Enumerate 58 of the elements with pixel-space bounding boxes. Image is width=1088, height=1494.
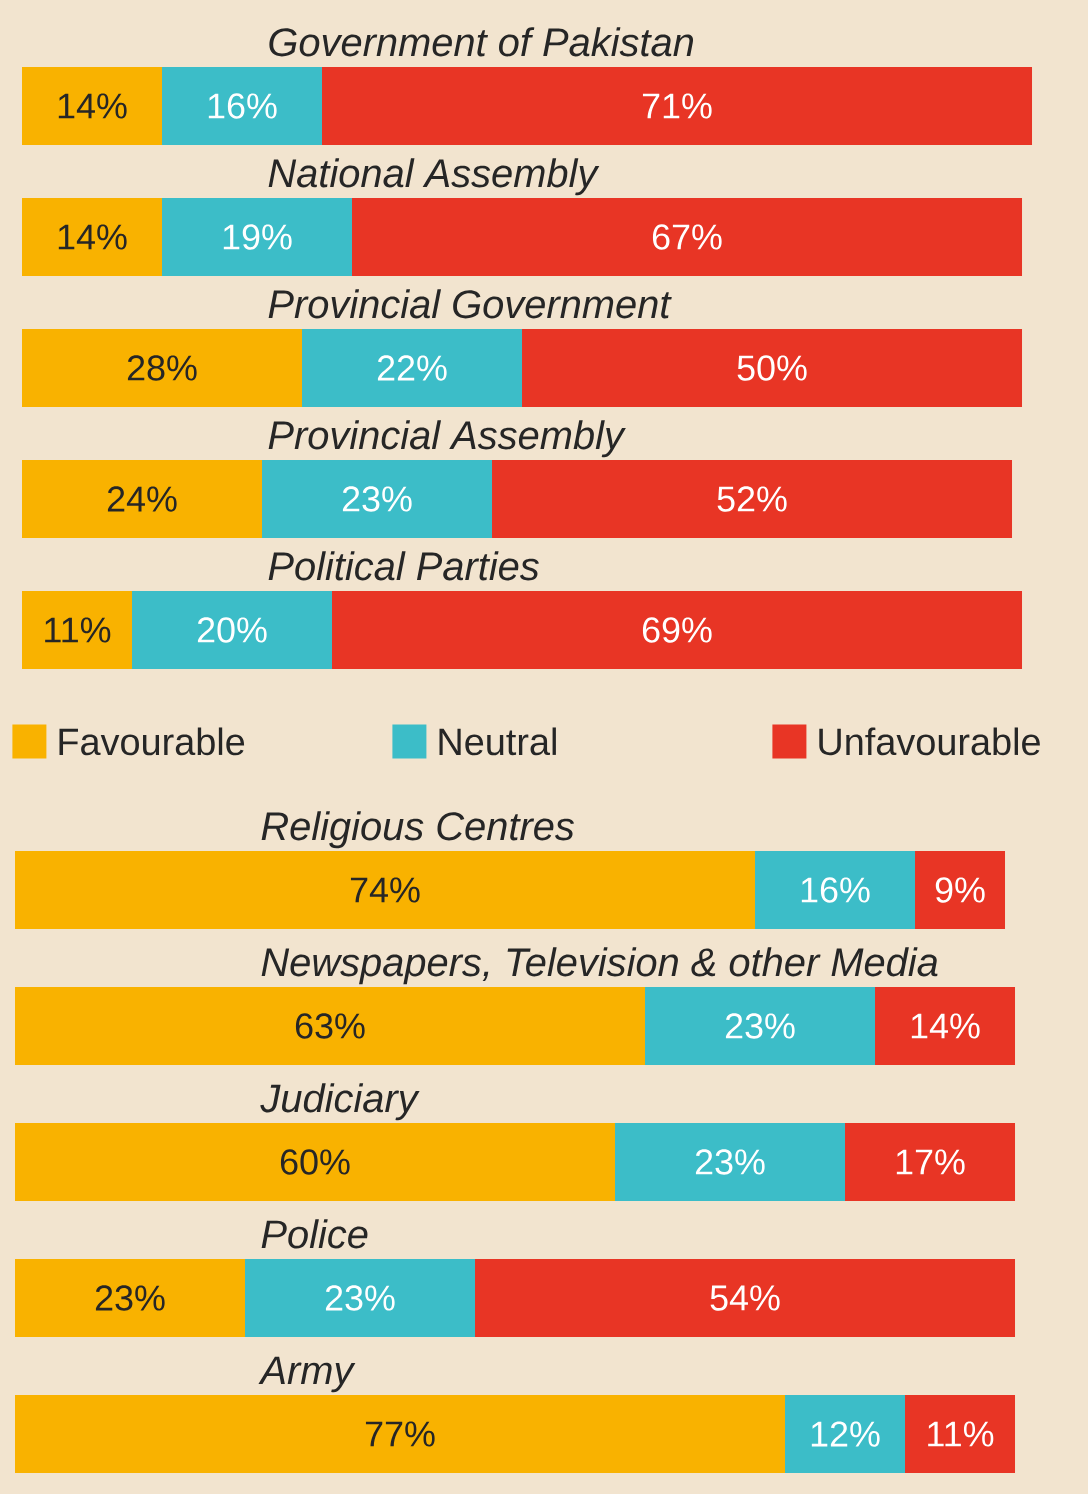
data-label: 69%: [642, 617, 712, 643]
data-label: 12%: [811, 1421, 880, 1447]
y-tick-label: Provincial Assembly: [268, 420, 626, 458]
data-label: 50%: [737, 355, 807, 381]
bar: [15, 1259, 245, 1338]
data-label: 23%: [725, 1013, 795, 1039]
bar: [15, 987, 646, 1066]
data-label: 54%: [710, 1285, 780, 1311]
y-tick-label: Judiciary: [260, 1083, 420, 1121]
data-label: 71%: [642, 93, 712, 119]
data-label: 24%: [107, 486, 177, 512]
y-tick-label: Provincial Government: [268, 289, 672, 319]
data-label: 19%: [223, 224, 292, 250]
bar: [15, 1123, 616, 1202]
data-label: 60%: [280, 1149, 350, 1175]
bar: [245, 1259, 476, 1338]
bar: [15, 1395, 786, 1474]
data-label: 20%: [197, 617, 267, 643]
bar: [615, 1123, 846, 1202]
data-label: 23%: [325, 1285, 395, 1311]
data-label: 52%: [717, 486, 787, 512]
data-label: 67%: [652, 224, 722, 250]
y-tick-label: Government of Pakistan: [269, 27, 694, 57]
data-label: 14%: [911, 1013, 980, 1039]
bar: [475, 1259, 1016, 1338]
bar: [15, 851, 756, 930]
y-tick-label: Political Parties: [268, 551, 539, 581]
bar: [905, 1395, 1016, 1474]
bar: [645, 987, 876, 1066]
data-label: 11%: [45, 617, 111, 643]
data-label: 23%: [95, 1285, 165, 1311]
y-tick-label: Religious Centres: [261, 811, 574, 849]
data-label: 23%: [695, 1149, 765, 1175]
y-tick-label: National Assembly: [268, 158, 600, 196]
data-label: 9%: [935, 877, 985, 903]
data-label: 17%: [896, 1149, 965, 1175]
data-label: 74%: [350, 877, 420, 903]
y-tick-label: Police: [261, 1219, 368, 1249]
bar: [875, 987, 1016, 1066]
bar: [845, 1123, 1016, 1202]
data-label: 14%: [58, 224, 127, 250]
data-label: 22%: [377, 355, 447, 381]
data-label: 23%: [342, 486, 412, 512]
y-tick-label: Army: [258, 1356, 356, 1393]
bar: [755, 851, 916, 930]
data-label: 77%: [365, 1421, 435, 1447]
data-label: 16%: [208, 93, 277, 119]
bar: [915, 851, 1006, 930]
data-label: 63%: [295, 1013, 365, 1039]
bar: [785, 1395, 906, 1474]
data-label: 16%: [801, 877, 870, 903]
legend-label: Favourable: [59, 727, 245, 756]
legend-label: Unfavourable: [819, 727, 1040, 756]
data-label: 14%: [58, 93, 127, 119]
y-tick-label: Newspapers, Television & other Media: [261, 947, 938, 985]
legend-label: Neutral: [439, 727, 556, 756]
data-label: 28%: [127, 355, 197, 381]
data-label: 11%: [928, 1421, 994, 1447]
